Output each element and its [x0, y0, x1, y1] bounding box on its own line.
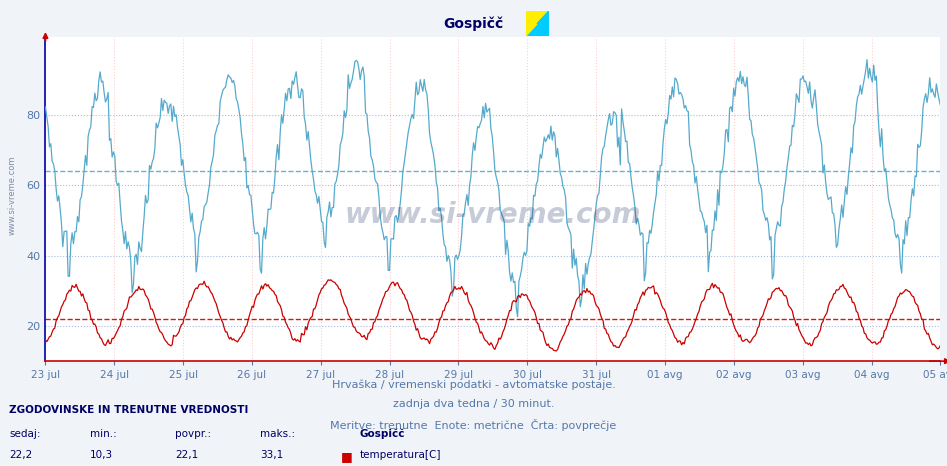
- Text: maks.:: maks.:: [260, 429, 295, 439]
- Polygon shape: [538, 11, 549, 36]
- Text: povpr.:: povpr.:: [175, 429, 211, 439]
- Text: 22,2: 22,2: [9, 450, 33, 460]
- Text: Gospičč: Gospičč: [443, 16, 504, 31]
- Text: sedaj:: sedaj:: [9, 429, 41, 439]
- Text: 10,3: 10,3: [90, 450, 113, 460]
- Text: www.si-vreme.com: www.si-vreme.com: [8, 156, 17, 235]
- Text: zadnja dva tedna / 30 minut.: zadnja dva tedna / 30 minut.: [393, 399, 554, 409]
- Text: 33,1: 33,1: [260, 450, 284, 460]
- Text: Meritve: trenutne  Enote: metrične  Črta: povprečje: Meritve: trenutne Enote: metrične Črta: …: [331, 419, 616, 431]
- Text: 22,1: 22,1: [175, 450, 199, 460]
- Text: ZGODOVINSKE IN TRENUTNE VREDNOSTI: ZGODOVINSKE IN TRENUTNE VREDNOSTI: [9, 405, 249, 415]
- Text: Gospičč: Gospičč: [360, 429, 405, 439]
- Text: temperatura[C]: temperatura[C]: [360, 450, 441, 460]
- Polygon shape: [526, 11, 538, 36]
- Polygon shape: [526, 11, 549, 36]
- Text: min.:: min.:: [90, 429, 116, 439]
- Text: Hrvaška / vremenski podatki - avtomatske postaje.: Hrvaška / vremenski podatki - avtomatske…: [331, 380, 616, 391]
- Text: ■: ■: [341, 450, 352, 463]
- Polygon shape: [526, 11, 549, 36]
- Text: www.si-vreme.com: www.si-vreme.com: [345, 201, 641, 229]
